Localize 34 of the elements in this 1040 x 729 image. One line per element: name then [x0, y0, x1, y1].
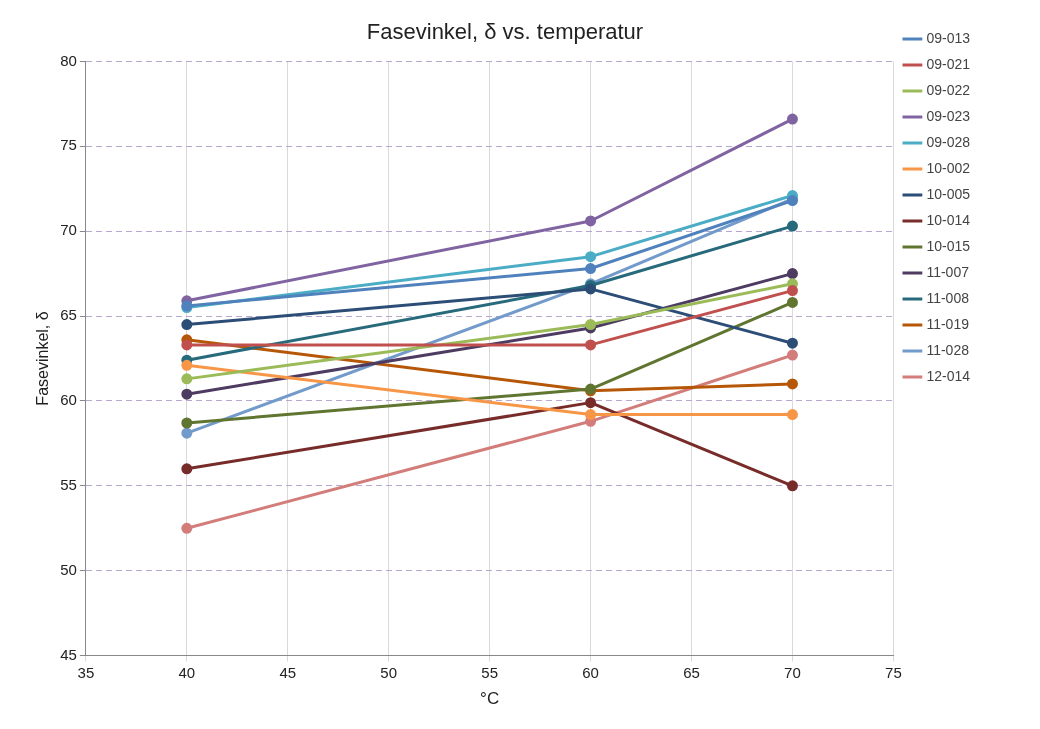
y-tick-label: 45 [60, 645, 77, 663]
legend-label: 09-013 [926, 29, 971, 46]
y-tick-label: 70 [60, 221, 77, 239]
legend-label: 11-019 [926, 315, 970, 332]
y-tick-label: 80 [60, 51, 77, 69]
legend-label: 10-005 [926, 185, 971, 202]
legend-label: 11-008 [926, 289, 970, 306]
y-tick-label: 75 [60, 136, 77, 154]
legend-label: 10-015 [926, 237, 971, 254]
legend-label: 09-022 [926, 81, 971, 98]
x-tick-label: 45 [279, 663, 297, 681]
legend-label: 10-014 [926, 211, 971, 228]
legend-label: 12-014 [926, 367, 971, 384]
x-tick-label: 35 [77, 663, 95, 681]
y-tick-label: 50 [60, 560, 77, 578]
y-axis-title: Fasevinkel, δ [34, 311, 52, 406]
x-tick-label: 55 [481, 663, 498, 681]
y-tick-label: 55 [60, 475, 77, 493]
chart-title: Fasevinkel, δ vs. temperatur [366, 19, 644, 45]
legend-label: 11-007 [926, 263, 970, 280]
legend-label: 11-028 [926, 341, 970, 358]
y-tick-label: 65 [60, 306, 77, 324]
legend-label: 09-028 [926, 133, 971, 150]
x-tick-label: 75 [885, 663, 902, 681]
x-tick-label: 40 [178, 663, 196, 681]
x-tick-label: 50 [380, 663, 398, 681]
x-axis-title: °C [480, 689, 500, 709]
x-tick-label: 60 [582, 663, 599, 681]
y-tick-label: 60 [60, 391, 77, 409]
x-tick-label: 65 [683, 663, 700, 681]
x-tick-label: 70 [784, 663, 801, 681]
legend-label: 10-002 [926, 159, 971, 176]
legend-label: 09-021 [926, 55, 971, 72]
legend-label: 09-023 [926, 107, 971, 124]
